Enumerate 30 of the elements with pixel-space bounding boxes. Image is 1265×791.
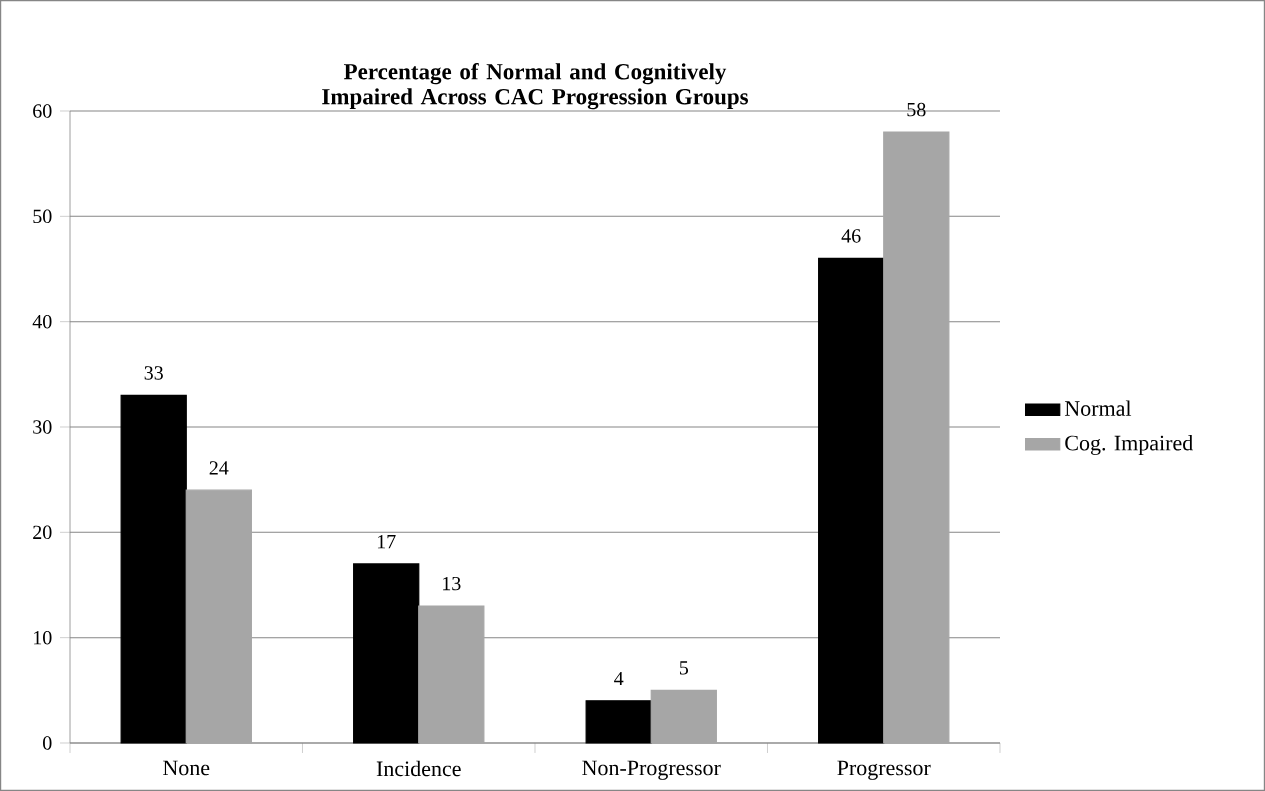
y-tick-label: 20 bbox=[33, 525, 52, 540]
bar bbox=[120, 394, 187, 744]
bar bbox=[185, 489, 252, 744]
legend-label: Normal bbox=[1064, 400, 1132, 416]
chart-title: Percentage of Normal and Cognitively Impaired Across CAC Progression Groups bbox=[322, 63, 749, 110]
x-tick-label: Non-Progressor bbox=[582, 760, 721, 780]
bar bbox=[418, 605, 485, 744]
data-label: 13 bbox=[443, 576, 461, 591]
data-label: 58 bbox=[907, 102, 926, 117]
data-label: 46 bbox=[841, 229, 861, 243]
y-tick-label: 0 bbox=[43, 736, 52, 750]
bar bbox=[818, 257, 885, 744]
data-label: 17 bbox=[377, 534, 396, 549]
bar bbox=[650, 689, 717, 744]
data-label: 24 bbox=[209, 461, 229, 475]
x-tick-label: Progressor bbox=[837, 760, 931, 780]
data-label: 4 bbox=[614, 671, 624, 686]
bar bbox=[585, 700, 652, 744]
x-tick-label: Incidence bbox=[376, 760, 461, 777]
y-tick-label: 40 bbox=[32, 314, 52, 329]
data-label: 5 bbox=[679, 661, 689, 675]
y-tick-label: 10 bbox=[34, 630, 52, 645]
data-label: 33 bbox=[144, 366, 163, 380]
y-tick-label: 30 bbox=[33, 420, 52, 434]
bar bbox=[883, 131, 950, 744]
legend-label: Cog. Impaired bbox=[1065, 435, 1193, 455]
y-tick-label: 50 bbox=[33, 209, 52, 224]
bar bbox=[353, 563, 420, 744]
x-tick-label: None bbox=[163, 760, 210, 776]
y-tick-label: 60 bbox=[33, 104, 52, 118]
